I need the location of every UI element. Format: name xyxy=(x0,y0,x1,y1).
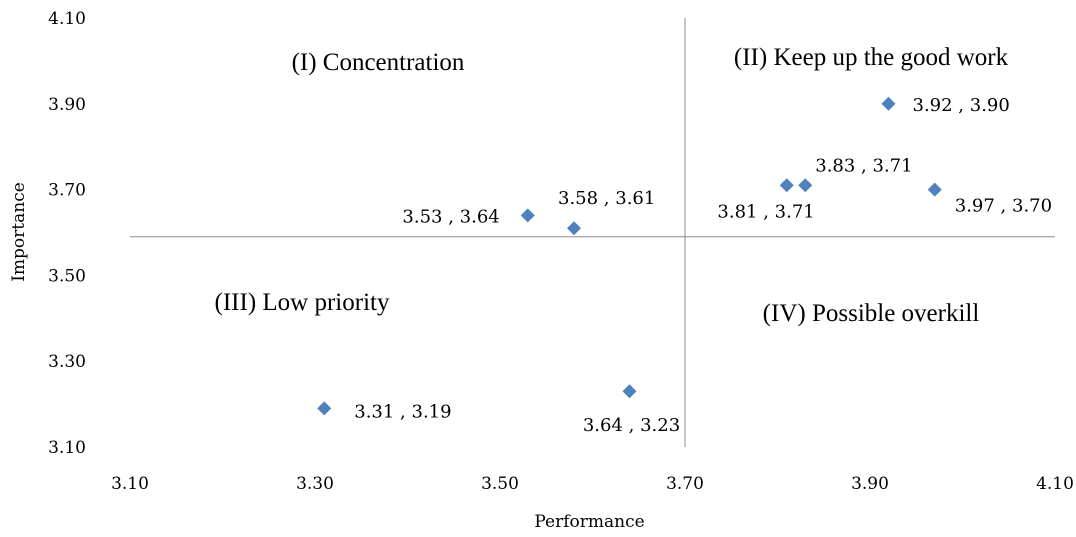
data-point-label: 3.97 , 3.70 xyxy=(955,196,1052,217)
quadrant-label: (III) Low priority xyxy=(215,289,390,316)
data-point-marker xyxy=(927,182,942,197)
y-tick-label: 3.30 xyxy=(48,352,86,372)
quadrant-label: (IV) Possible overkill xyxy=(763,300,980,327)
x-tick-label: 3.30 xyxy=(296,474,334,494)
y-tick-label: 3.90 xyxy=(48,95,86,115)
x-axis-title: Performance xyxy=(534,512,644,532)
x-tick-label: 4.10 xyxy=(1036,474,1074,494)
x-tick-label: 3.10 xyxy=(111,474,149,494)
data-point-label: 3.31 , 3.19 xyxy=(354,401,451,422)
data-point-label: 3.64 , 3.23 xyxy=(583,415,680,436)
y-axis-title: Importance xyxy=(9,182,29,282)
quadrant-labels: (I) Concentration (II) Keep up the good w… xyxy=(215,44,1009,327)
data-point-label: 3.92 , 3.90 xyxy=(913,95,1010,116)
y-tick-label: 4.10 xyxy=(48,9,86,29)
data-point-label: 3.58 , 3.61 xyxy=(558,188,655,209)
data-point-marker xyxy=(779,178,794,193)
y-axis-ticks: 3.10 3.30 3.50 3.70 3.90 4.10 xyxy=(48,9,86,458)
data-point-labels: 3.92 , 3.90 3.83 , 3.71 3.81 , 3.71 3.97 , … xyxy=(354,95,1052,436)
quadrant-label: (II) Keep up the good work xyxy=(734,44,1009,71)
data-point-label: 3.53 , 3.64 xyxy=(402,206,499,227)
y-tick-label: 3.10 xyxy=(48,438,86,458)
data-point-marker xyxy=(881,96,896,111)
data-point-marker xyxy=(567,221,581,236)
data-point-marker xyxy=(317,401,332,416)
x-tick-label: 3.90 xyxy=(851,474,889,494)
data-point-marker xyxy=(622,384,637,399)
y-tick-label: 3.70 xyxy=(48,181,86,201)
data-points xyxy=(317,96,942,416)
quadrant-label: (I) Concentration xyxy=(292,49,465,76)
x-axis-ticks: 3.10 3.30 3.50 3.70 3.90 4.10 xyxy=(111,474,1074,494)
data-point-marker xyxy=(520,208,535,223)
x-tick-label: 3.70 xyxy=(666,474,704,494)
y-tick-label: 3.50 xyxy=(48,266,86,286)
x-tick-label: 3.50 xyxy=(481,474,519,494)
data-point-label: 3.83 , 3.71 xyxy=(815,155,912,176)
data-point-marker xyxy=(798,178,813,193)
data-point-label: 3.81 , 3.71 xyxy=(717,201,814,222)
quadrant-dividers xyxy=(130,18,1055,447)
